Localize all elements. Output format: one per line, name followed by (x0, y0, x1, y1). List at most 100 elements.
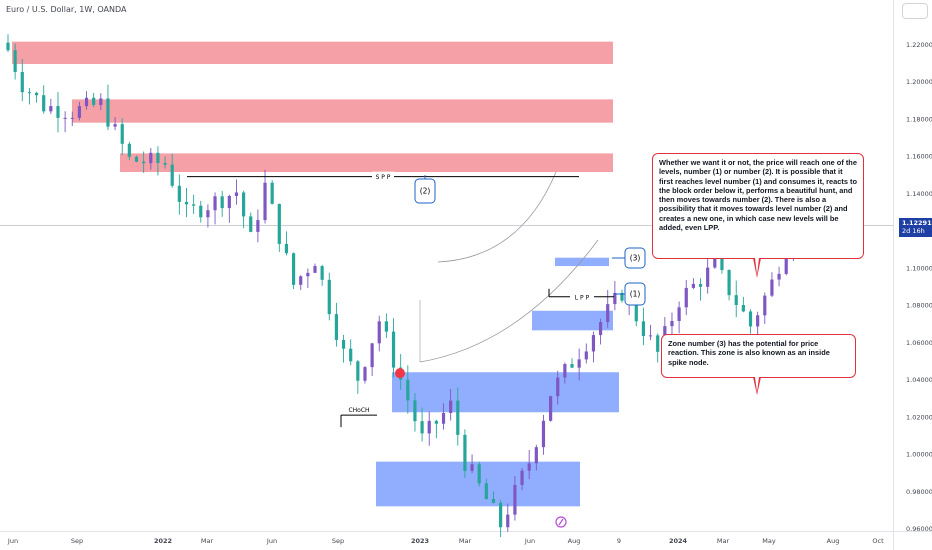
candle-body (84, 97, 89, 107)
current-price-label: 1.12291 2d 16h (899, 218, 932, 237)
time-tick-label: 2022 (154, 537, 172, 545)
level-2-badge-text: (2) (420, 187, 431, 196)
callout-main: Whether we want it or not, the price wil… (652, 153, 864, 259)
candle-body (234, 192, 239, 196)
candle-body (20, 72, 24, 93)
candle-body (299, 276, 303, 285)
candle-body (120, 124, 124, 144)
candle-body (434, 420, 438, 424)
candle-body (363, 367, 367, 381)
candle-body (727, 270, 731, 296)
candle-body (484, 483, 488, 500)
candle-body (113, 124, 117, 127)
candle-body (491, 499, 496, 503)
candle-body (99, 98, 103, 105)
candle-body (606, 304, 610, 323)
candle-body (263, 182, 267, 221)
time-tick-label: Jun (266, 537, 277, 545)
price-tick-label: 1.02000 (906, 413, 932, 421)
price-tick-label: 1.00000 (906, 451, 932, 459)
candle-body (13, 50, 17, 73)
candle-body (56, 106, 60, 118)
candle-body (456, 400, 460, 435)
lpp-label: L P P (575, 294, 590, 301)
bar-countdown: 2d 16h (902, 227, 925, 235)
time-tick-label: 2024 (669, 537, 688, 545)
time-tick-label: 2023 (411, 537, 429, 545)
candle-body (170, 164, 174, 186)
price-tick-label: 1.16000 (906, 153, 932, 161)
candle-body (449, 400, 453, 414)
channel-upper-curve (437, 171, 557, 263)
candle-body (748, 311, 753, 327)
candle-body (34, 92, 39, 96)
candle-body (384, 321, 388, 332)
candle-body (756, 315, 760, 327)
price-tick-label: 1.06000 (906, 339, 932, 347)
candle-body (549, 396, 553, 421)
level-1-badge-text: (1) (630, 290, 641, 299)
time-tick-label: Aug (568, 537, 581, 545)
candle-body (698, 283, 703, 287)
time-tick-label: Jun (524, 537, 535, 545)
candle-body (784, 254, 788, 274)
candle-body (277, 203, 281, 244)
candle-body (570, 364, 574, 368)
time-tick-label: 9 (617, 537, 621, 545)
candle-body (634, 299, 638, 322)
candle-body (349, 348, 353, 362)
callout-zone3-text: Zone number (3) has the potential for pr… (668, 339, 830, 367)
idea-icon-slash (558, 518, 564, 526)
candle-body (284, 243, 289, 254)
candle-body (177, 185, 181, 202)
candle-body (770, 279, 774, 296)
candle-body (427, 420, 431, 434)
candle-body (242, 192, 246, 217)
candle-body (149, 152, 153, 164)
price-tick-label: 0.98000 (906, 488, 932, 496)
candle-body (291, 253, 296, 285)
price-tick-label: 1.10000 (906, 264, 932, 272)
candle-body (63, 117, 67, 119)
idea-icon[interactable] (555, 516, 567, 528)
time-tick-label: May (762, 537, 776, 545)
candle-body (377, 321, 381, 344)
candle-body (220, 196, 224, 209)
supply-zone (72, 99, 613, 123)
candle-body (213, 196, 217, 211)
candle-body (720, 258, 724, 271)
candle-body (734, 295, 738, 305)
candle-body (341, 339, 346, 349)
candle-body (670, 320, 674, 327)
breakout-marker (395, 368, 405, 379)
candle-body (713, 258, 717, 268)
level-3-badge-text: (3) (630, 254, 641, 263)
chart-menu-button[interactable] (902, 3, 928, 19)
candle-body (648, 335, 653, 337)
price-tick-label: 1.14000 (906, 190, 932, 198)
candle-body (320, 266, 324, 280)
candle-body (613, 292, 617, 305)
candle-body (106, 98, 110, 127)
candle-body (270, 182, 274, 204)
candle-body (620, 292, 624, 301)
candle-body (513, 484, 517, 515)
candle-body (641, 321, 646, 337)
candle-body (306, 272, 310, 277)
candle-body (706, 267, 710, 287)
candle-body (598, 322, 603, 336)
spp-label: S P P (376, 174, 391, 181)
candle-body (249, 216, 253, 232)
candle-body (27, 92, 32, 94)
candle-body (463, 434, 467, 471)
candle-body (192, 204, 196, 206)
price-tick-label: 1.08000 (906, 302, 932, 310)
time-tick-label: Aug (827, 537, 840, 545)
candle-body (541, 420, 546, 448)
spp-label-bg (372, 171, 394, 181)
candle-body (470, 464, 474, 471)
candle-body (256, 220, 260, 232)
candle-body (534, 447, 538, 464)
candle-body (584, 351, 588, 360)
